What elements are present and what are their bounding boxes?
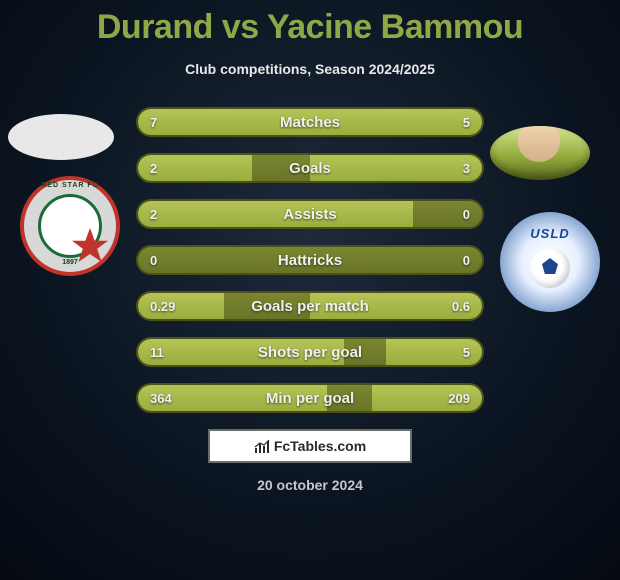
footer-date: 20 october 2024 — [0, 477, 620, 493]
player-right-avatar — [490, 126, 590, 180]
stat-row: 364 Min per goal 209 — [136, 383, 484, 413]
stat-fill-left — [138, 201, 413, 227]
stat-value-left: 0.29 — [150, 299, 175, 314]
stat-value-left: 364 — [150, 391, 172, 406]
stat-value-left: 2 — [150, 161, 157, 176]
stat-value-right: 0 — [463, 253, 470, 268]
stat-value-left: 11 — [150, 345, 164, 360]
stat-value-left: 0 — [150, 253, 157, 268]
stat-value-left: 7 — [150, 115, 157, 130]
stat-label: Matches — [280, 114, 340, 131]
stat-fill-right — [310, 155, 482, 181]
stat-row: 0 Hattricks 0 — [136, 245, 484, 275]
stat-row: 2 Assists 0 — [136, 199, 484, 229]
stat-row: 2 Goals 3 — [136, 153, 484, 183]
stat-label: Goals — [289, 160, 331, 177]
stat-label: Hattricks — [278, 252, 342, 269]
page-title: Durand vs Yacine Bammou — [0, 0, 620, 47]
stat-label: Assists — [283, 206, 336, 223]
subtitle: Club competitions, Season 2024/2025 — [0, 61, 620, 77]
stat-value-right: 3 — [463, 161, 470, 176]
stat-value-left: 2 — [150, 207, 157, 222]
stat-label: Min per goal — [266, 390, 354, 407]
stat-row: 7 Matches 5 — [136, 107, 484, 137]
stat-value-right: 0.6 — [452, 299, 470, 314]
stat-label: Goals per match — [251, 298, 369, 315]
footer-site-label: FcTables.com — [274, 438, 366, 454]
chart-icon — [254, 438, 270, 454]
footer-attribution: FcTables.com — [208, 429, 412, 463]
player-left-avatar — [8, 114, 114, 160]
stat-value-right: 5 — [463, 345, 470, 360]
stat-label: Shots per goal — [258, 344, 362, 361]
stat-value-right: 0 — [463, 207, 470, 222]
stat-row: 11 Shots per goal 5 — [136, 337, 484, 367]
stat-value-right: 5 — [463, 115, 470, 130]
stat-row: 0.29 Goals per match 0.6 — [136, 291, 484, 321]
stat-value-right: 209 — [448, 391, 470, 406]
